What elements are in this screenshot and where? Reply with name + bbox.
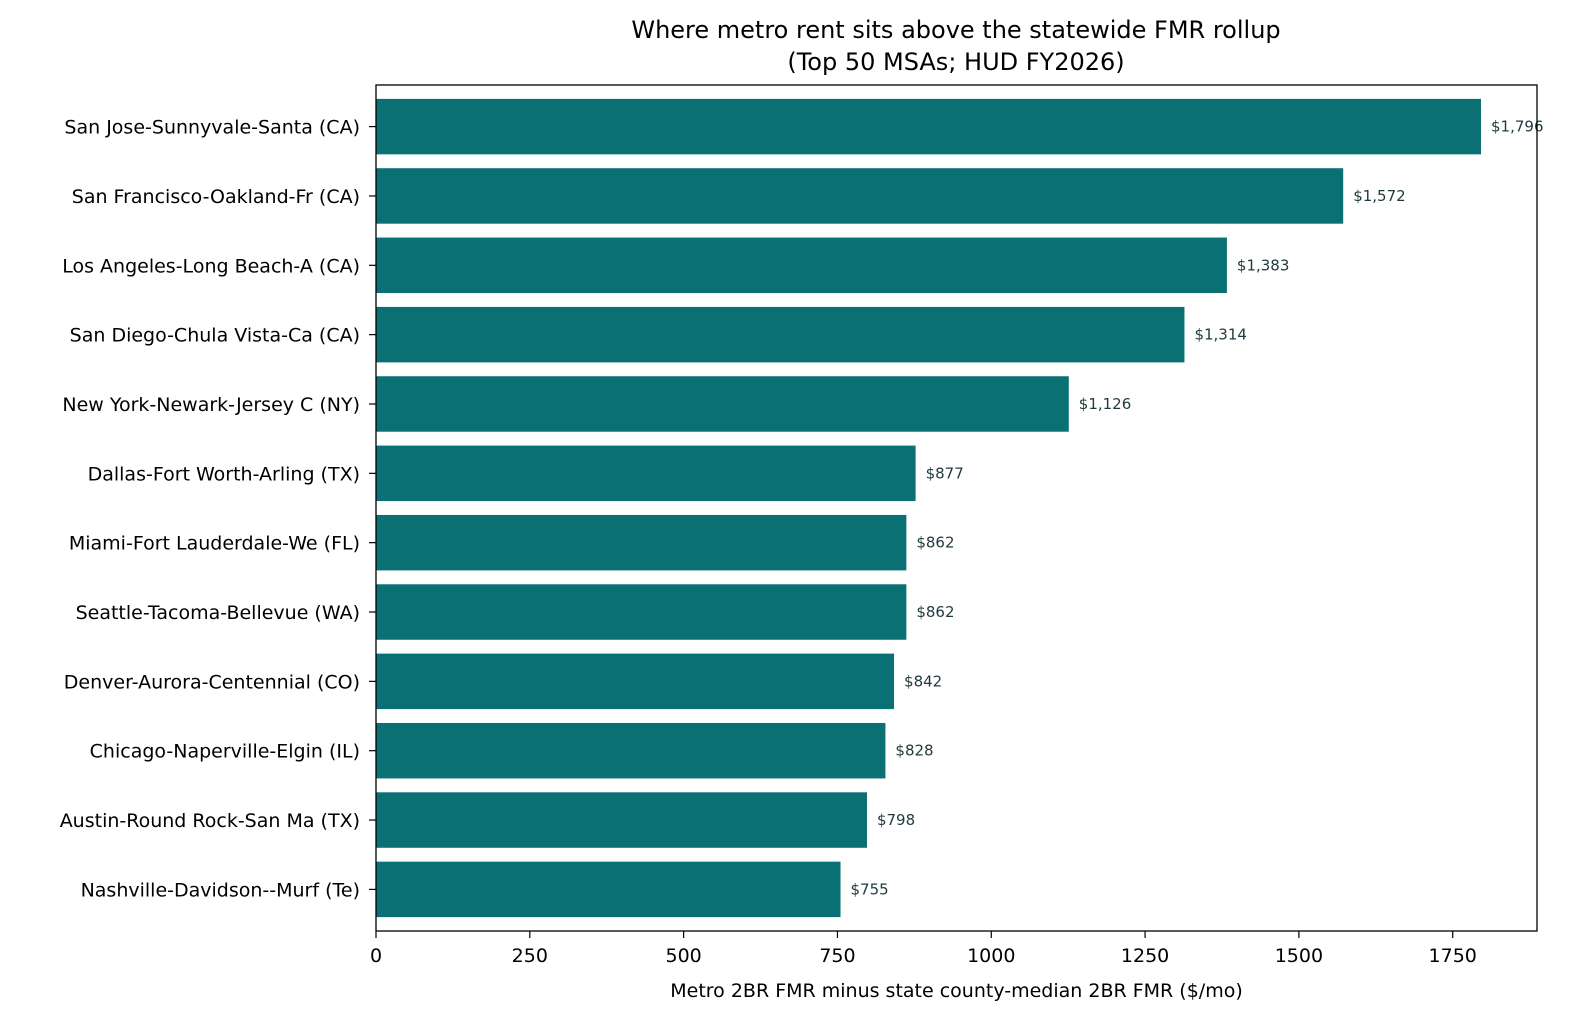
y-tick-label: San Francisco-Oakland-Fr (CA): [72, 186, 360, 208]
x-tick-label: 750: [819, 945, 855, 967]
x-tick-label: 1250: [1121, 945, 1169, 967]
bar: [376, 445, 916, 502]
data-labels: $1,796 $1,572 $1,383 $1,314 $1,126 $877 $862 $8…: [851, 118, 1544, 899]
y-tick-label: Nashville-Davidson--Murf (Te): [81, 879, 360, 901]
y-tick-label: Los Angeles-Long Beach-A (CA): [62, 255, 360, 277]
bar: [376, 792, 867, 848]
y-tick-label: Chicago-Naperville-Elgin (IL): [90, 741, 360, 763]
bar: [376, 861, 841, 918]
y-tick-label: San Diego-Chula Vista-Ca (CA): [70, 325, 360, 347]
y-tick-label: Denver-Aurora-Centennial (CO): [64, 671, 360, 693]
x-axis-ticks: 0 250 500 750 1000 1250 1500 1750: [370, 931, 1477, 967]
bar: [376, 376, 1069, 432]
data-label: $1,796: [1491, 118, 1544, 136]
data-label: $842: [904, 672, 942, 690]
bar: [376, 306, 1185, 363]
x-tick-label: 500: [665, 945, 701, 967]
x-tick-label: 1000: [967, 945, 1015, 967]
y-tick-label: San Jose-Sunnyvale-Santa (CA): [64, 117, 360, 139]
bar: [376, 237, 1227, 294]
y-tick-label: Seattle-Tacoma-Bellevue (WA): [76, 602, 360, 624]
data-label: $1,314: [1194, 326, 1247, 344]
data-label: $798: [877, 811, 915, 829]
plot-frame: [375, 84, 1538, 932]
x-tick-label: 1500: [1275, 945, 1323, 967]
y-tick-label: Austin-Round Rock-San Ma (TX): [60, 810, 360, 832]
data-label: $1,126: [1079, 395, 1132, 413]
bar: [376, 514, 907, 571]
chart-title: Where metro rent sits above the statewid…: [631, 16, 1280, 44]
data-label: $828: [895, 742, 933, 760]
data-label: $755: [851, 880, 889, 898]
bar: [376, 98, 1482, 155]
data-label: $862: [916, 603, 954, 621]
chart-subtitle: (Top 50 MSAs; HUD FY2026): [787, 48, 1124, 76]
data-label: $877: [926, 464, 964, 482]
category-labels: San Jose-Sunnyvale-Santa (CA) San Francis…: [60, 117, 376, 901]
data-label: $1,572: [1353, 187, 1406, 205]
y-tick-label: New York-Newark-Jersey C (NY): [62, 394, 360, 416]
x-tick-label: 0: [370, 945, 382, 967]
y-tick-label: Dallas-Fort Worth-Arling (TX): [88, 463, 360, 485]
bars: [376, 98, 1482, 918]
x-axis-label: Metro 2BR FMR minus state county-median …: [670, 980, 1243, 1002]
bar: [376, 168, 1344, 224]
x-tick-label: 250: [512, 945, 548, 967]
y-tick-label: Miami-Fort Lauderdale-We (FL): [69, 533, 360, 555]
data-label: $1,383: [1237, 256, 1290, 274]
bar: [376, 584, 907, 640]
bar: [376, 653, 895, 710]
data-label: $862: [916, 534, 954, 552]
x-tick-label: 1750: [1429, 945, 1477, 967]
bar: [376, 722, 886, 779]
